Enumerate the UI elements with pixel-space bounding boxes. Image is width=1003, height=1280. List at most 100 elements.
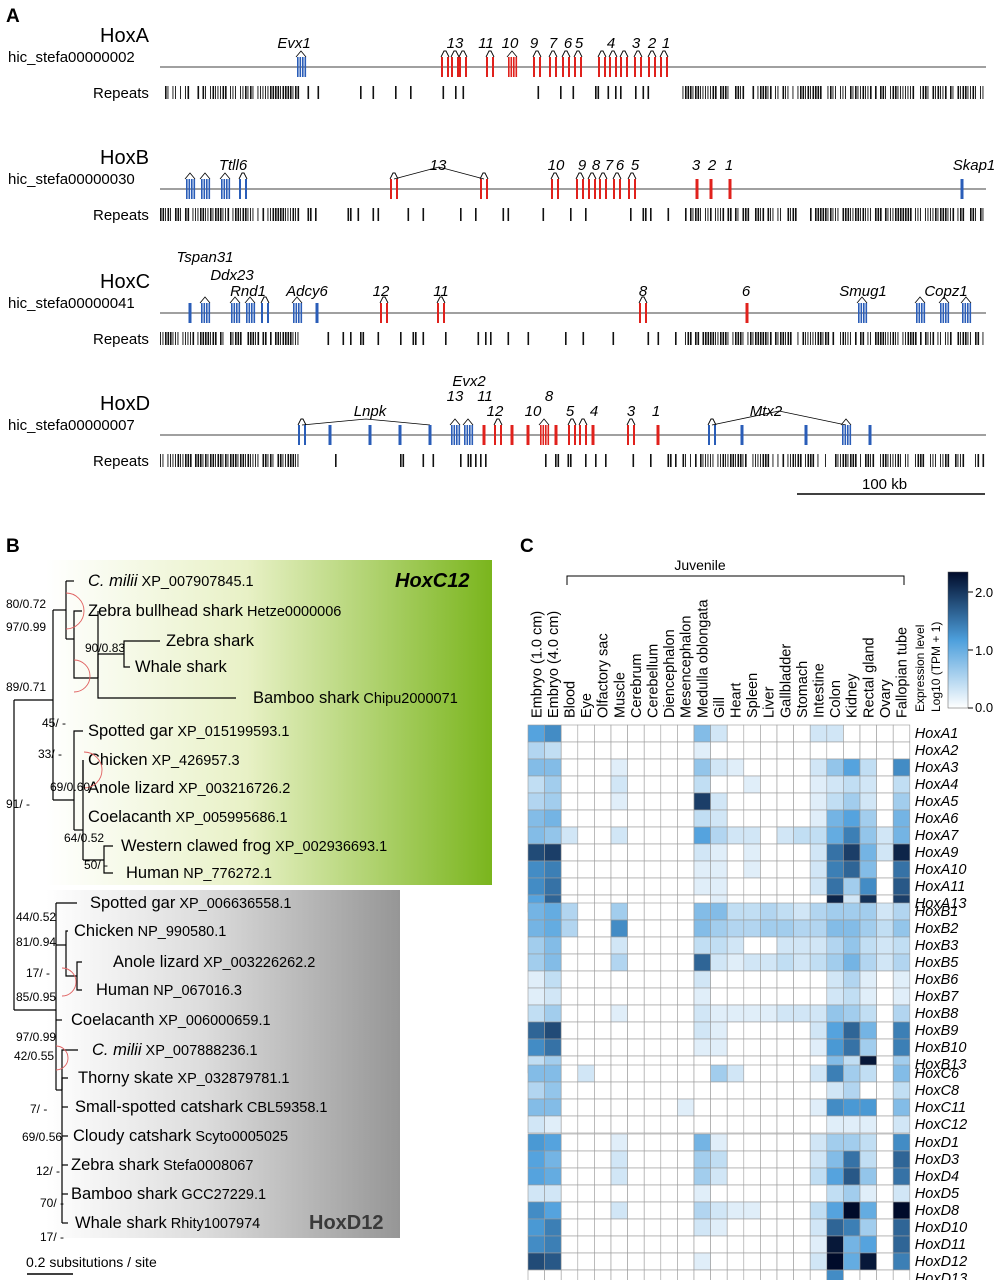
heatmap-cell (627, 860, 645, 879)
repeat-mark (962, 454, 965, 467)
repeat-mark (277, 332, 280, 345)
repeat-mark (710, 332, 712, 345)
repeat-mark (840, 454, 841, 467)
repeat-mark (845, 454, 847, 467)
heatmap-cell (544, 1252, 562, 1271)
heatmap-cell (809, 936, 828, 955)
heatmap-cell (610, 809, 628, 828)
repeat-mark (270, 332, 272, 345)
repeat-mark (252, 454, 254, 467)
heatmap-cell (826, 1133, 844, 1152)
heatmap-cell (643, 1133, 662, 1152)
heatmap-cell (710, 1252, 728, 1271)
gene-label: 4 (590, 403, 598, 420)
gene-label: 13 (447, 388, 464, 405)
tree-tip: Coelacanth XP_005995686.1 (88, 808, 288, 826)
heatmap-cell (660, 877, 678, 896)
repeat-mark (282, 454, 284, 467)
heatmap-cell (627, 1021, 645, 1040)
intron-arc (856, 296, 868, 304)
repeat-mark (705, 454, 706, 467)
heatmap-cell (544, 758, 562, 777)
heatmap-cell (560, 1150, 579, 1169)
repeat-mark (832, 86, 834, 99)
repeat-mark (867, 454, 870, 467)
row-label: HoxA3 (915, 760, 959, 776)
heatmap-cell (627, 877, 645, 896)
heatmap-cell (892, 1218, 911, 1237)
heatmap-cell (627, 741, 645, 760)
heatmap-cell (859, 826, 877, 845)
repeat-mark (160, 208, 162, 221)
repeat-mark (245, 208, 247, 221)
repeat-mark (245, 86, 247, 99)
heatmap-cell (809, 1252, 828, 1271)
repeat-mark (975, 454, 976, 467)
repeat-mark (467, 454, 470, 467)
heatmap-cell (892, 1038, 911, 1057)
heatmap-cell (793, 877, 811, 896)
repeat-mark (962, 208, 965, 221)
heatmap-cell (693, 792, 711, 811)
repeat-mark (832, 332, 835, 345)
heatmap-cell (876, 902, 894, 921)
heatmap-cell (809, 1218, 828, 1237)
repeat-mark (935, 208, 937, 221)
intron-arc (548, 50, 558, 58)
repeat-mark (697, 208, 700, 221)
repeat-mark (212, 86, 215, 99)
repeat-mark (687, 332, 690, 345)
repeat-mark (930, 454, 931, 467)
heatmap-cell (876, 1098, 894, 1117)
tree-branch (97, 678, 236, 699)
heatmap-cell (527, 1133, 545, 1152)
repeat-mark (760, 454, 761, 467)
heatmap-cell (544, 1064, 562, 1083)
heatmap-cell (560, 970, 579, 989)
exon (482, 425, 486, 445)
heatmap-cell (610, 741, 628, 760)
repeat-mark (400, 332, 402, 345)
repeat-mark (265, 332, 267, 345)
heatmap-cell (809, 741, 828, 760)
support-value: 17/ - (26, 966, 50, 980)
repeat-mark (835, 86, 836, 99)
repeat-mark (177, 454, 180, 467)
heatmap-cell (577, 936, 595, 955)
exon (231, 303, 233, 323)
repeat-mark (675, 332, 677, 345)
repeat-mark (350, 208, 352, 221)
heatmap-cell (560, 843, 579, 862)
heatmap-cell (627, 1098, 645, 1117)
exon (582, 179, 584, 199)
repeat-mark (735, 86, 737, 99)
heatmap-cell (594, 1133, 612, 1152)
repeat-mark (867, 332, 869, 345)
exon (923, 303, 926, 323)
heatmap-cell (859, 1235, 877, 1254)
heatmap-cell (743, 1167, 761, 1186)
heatmap-cell (892, 1235, 911, 1254)
heatmap-cell (809, 1081, 828, 1100)
heatmap-cell (843, 758, 861, 777)
heatmap-cell (809, 1133, 828, 1152)
heatmap-cell (660, 1038, 678, 1057)
repeat-mark (292, 454, 295, 467)
heatmap-cell (594, 1064, 612, 1083)
repeat-mark (285, 332, 287, 345)
repeat-mark (490, 332, 492, 345)
repeat-mark (475, 454, 477, 467)
repeat-mark (240, 454, 242, 467)
exon (510, 425, 514, 445)
heatmap-cell (544, 970, 562, 989)
heatmap-cell (826, 936, 844, 955)
repeat-mark (895, 332, 896, 345)
repeat-mark (255, 332, 256, 345)
node-arc (83, 751, 103, 789)
heatmap-cell (643, 1081, 662, 1100)
repeat-mark (585, 454, 587, 467)
gene-label: Smug1 (839, 283, 887, 300)
exon (849, 425, 852, 445)
exon (547, 425, 550, 445)
heatmap-cell (560, 1081, 579, 1100)
